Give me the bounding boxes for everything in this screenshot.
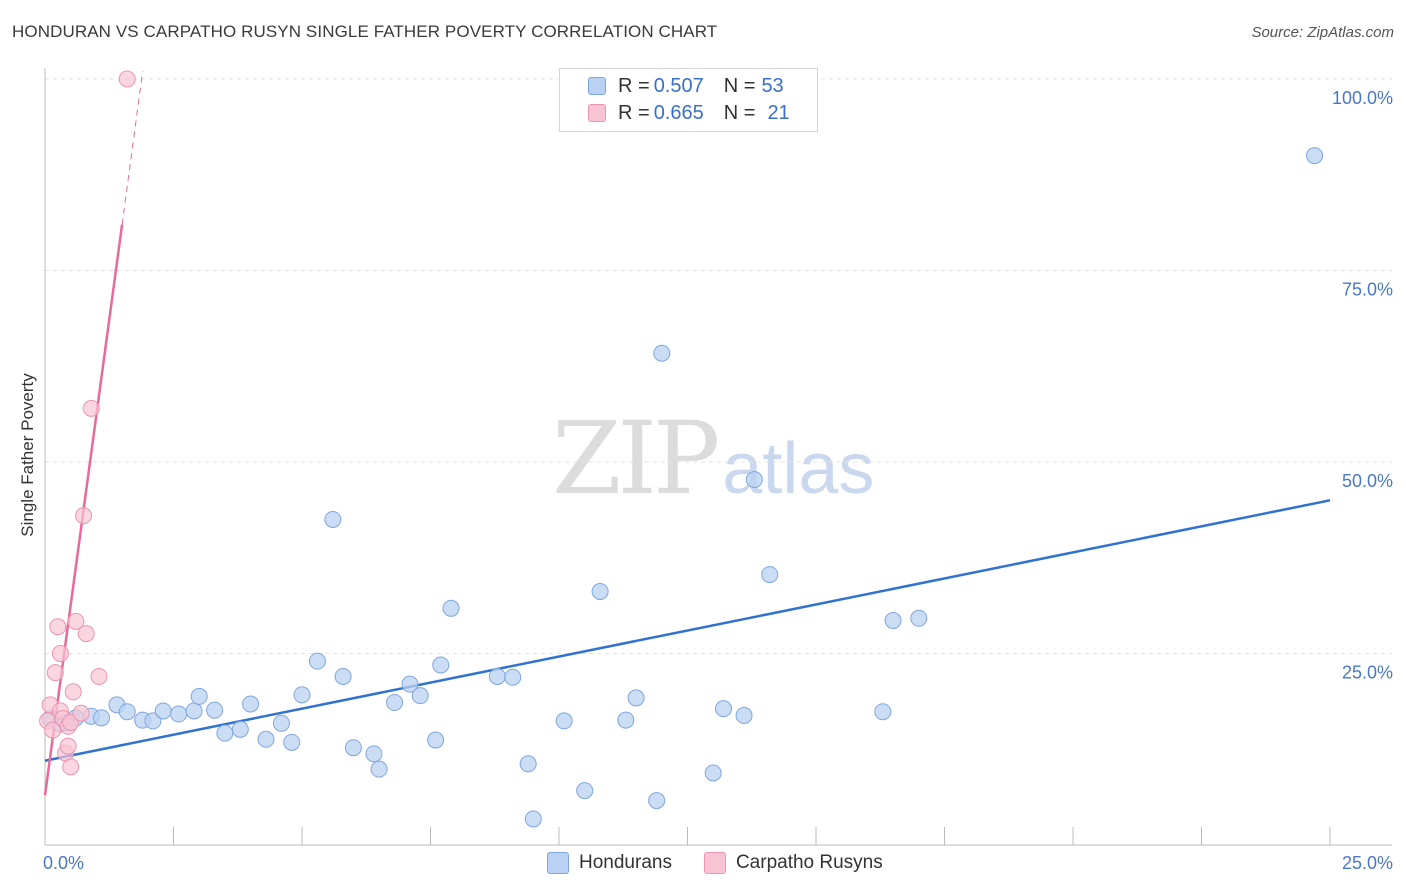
data-point-hondurans bbox=[154, 702, 172, 720]
legend-swatch-hondurans bbox=[547, 852, 569, 874]
legend-r-label: R = bbox=[618, 74, 650, 97]
data-point-carpatho bbox=[51, 645, 69, 662]
data-point-hondurans bbox=[910, 609, 928, 627]
data-point-hondurans bbox=[334, 667, 352, 685]
data-point-hondurans bbox=[231, 720, 249, 738]
data-point-hondurans bbox=[170, 705, 188, 723]
data-point-hondurans bbox=[93, 709, 111, 727]
trend-line-carpatho-extension bbox=[121, 71, 144, 225]
legend-row-carpatho: R = 0.665 N = 21 bbox=[588, 100, 790, 126]
chart-title: HONDURAN VS CARPATHO RUSYN SINGLE FATHER… bbox=[12, 22, 718, 41]
legend-row-hondurans: R = 0.507 N = 53 bbox=[588, 73, 784, 99]
data-point-hondurans bbox=[206, 701, 224, 719]
data-point-hondurans bbox=[185, 702, 203, 720]
x-tick-label: 25.0% bbox=[1342, 853, 1393, 873]
data-point-hondurans bbox=[519, 755, 537, 773]
data-point-hondurans bbox=[1306, 147, 1324, 165]
data-point-carpatho bbox=[67, 612, 85, 630]
series-legend: Hondurans Carpatho Rusyns bbox=[547, 852, 915, 874]
data-point-carpatho bbox=[75, 507, 93, 525]
y-tick-label: 100.0% bbox=[1332, 88, 1393, 108]
tick-labels: 25.0% 50.0% 75.0% 100.0% 0.0% 25.0% bbox=[43, 88, 1393, 873]
trend-lines bbox=[43, 71, 1331, 796]
data-point-hondurans bbox=[344, 739, 362, 757]
data-point-hondurans bbox=[370, 760, 388, 778]
legend-n-value: 21 bbox=[767, 101, 790, 124]
data-points bbox=[39, 70, 1324, 828]
legend-label-hondurans: Hondurans bbox=[579, 852, 672, 873]
y-tick-label: 75.0% bbox=[1342, 280, 1393, 300]
legend-r-label: R = bbox=[618, 101, 650, 124]
data-point-hondurans bbox=[704, 764, 722, 782]
data-point-hondurans bbox=[293, 686, 311, 704]
data-point-hondurans bbox=[874, 703, 892, 721]
data-point-hondurans bbox=[653, 344, 671, 362]
y-tick-label: 50.0% bbox=[1342, 471, 1393, 491]
data-point-hondurans bbox=[365, 745, 383, 763]
correlation-legend: R = 0.507 N = 53 R = 0.665 N = 21 bbox=[559, 68, 818, 132]
y-axis-label: Single Father Poverty bbox=[18, 373, 37, 537]
legend-r-value: 0.665 bbox=[653, 101, 704, 124]
data-point-hondurans bbox=[555, 712, 573, 730]
data-point-hondurans bbox=[401, 675, 419, 693]
data-point-carpatho bbox=[46, 664, 64, 682]
data-point-hondurans bbox=[411, 687, 429, 705]
data-point-hondurans bbox=[324, 510, 342, 528]
data-point-hondurans bbox=[884, 612, 902, 630]
legend-swatch-carpatho bbox=[588, 104, 606, 122]
y-tick-label: 25.0% bbox=[1342, 663, 1393, 683]
data-point-hondurans bbox=[190, 687, 208, 705]
legend-n-label: N = bbox=[723, 74, 756, 97]
data-point-carpatho bbox=[90, 667, 108, 685]
legend-item-hondurans: Hondurans bbox=[547, 852, 672, 874]
legend-swatch-hondurans bbox=[588, 77, 606, 95]
data-point-hondurans bbox=[144, 712, 162, 730]
legend-r-value: 0.507 bbox=[653, 74, 704, 97]
legend-item-carpatho: Carpatho Rusyns bbox=[703, 852, 883, 874]
x-tick-label: 0.0% bbox=[43, 853, 84, 873]
data-point-hondurans bbox=[761, 566, 779, 584]
data-point-carpatho bbox=[72, 704, 90, 722]
grid-lines bbox=[45, 78, 1392, 654]
data-point-hondurans bbox=[504, 668, 522, 686]
data-point-carpatho bbox=[64, 683, 82, 701]
data-point-hondurans bbox=[308, 652, 326, 670]
data-point-hondurans bbox=[524, 810, 542, 828]
data-point-hondurans bbox=[576, 782, 594, 800]
data-point-carpatho bbox=[82, 399, 100, 417]
data-point-hondurans bbox=[627, 689, 645, 707]
legend-label-carpatho: Carpatho Rusyns bbox=[735, 852, 883, 873]
data-point-hondurans bbox=[283, 733, 301, 751]
watermark: ZIPatlas bbox=[552, 400, 874, 517]
data-point-hondurans bbox=[617, 711, 635, 729]
data-point-hondurans bbox=[432, 656, 450, 674]
data-point-hondurans bbox=[488, 667, 506, 685]
data-point-carpatho bbox=[59, 737, 77, 755]
data-point-carpatho bbox=[77, 625, 95, 643]
data-point-hondurans bbox=[427, 731, 445, 749]
legend-swatch-carpatho bbox=[703, 852, 726, 874]
data-point-hondurans bbox=[118, 703, 136, 721]
legend-n-label: N = bbox=[723, 101, 756, 124]
data-point-carpatho bbox=[49, 618, 67, 636]
data-point-carpatho bbox=[62, 758, 80, 776]
source-credit: Source: ZipAtlas.com bbox=[1251, 24, 1394, 41]
trend-line-hondurans bbox=[44, 499, 1331, 762]
data-point-hondurans bbox=[386, 694, 404, 712]
data-point-hondurans bbox=[714, 700, 732, 718]
data-point-hondurans bbox=[216, 724, 234, 742]
data-point-hondurans bbox=[442, 599, 460, 617]
legend-n-value: 53 bbox=[761, 74, 784, 97]
data-point-hondurans bbox=[272, 714, 290, 732]
watermark-atlas: atlas bbox=[722, 429, 875, 509]
data-point-hondurans bbox=[648, 792, 666, 810]
data-point-hondurans bbox=[257, 730, 275, 748]
data-point-hondurans bbox=[745, 471, 763, 489]
data-point-hondurans bbox=[591, 582, 609, 600]
data-point-carpatho bbox=[118, 70, 136, 88]
watermark-zip: ZIP bbox=[552, 400, 720, 517]
data-point-hondurans bbox=[735, 707, 753, 725]
data-point-hondurans bbox=[242, 695, 260, 713]
